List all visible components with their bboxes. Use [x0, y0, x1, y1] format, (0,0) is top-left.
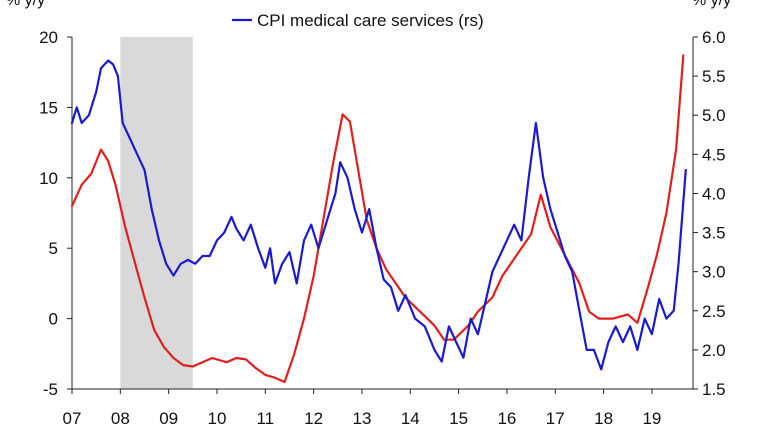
x-axis-tick-label: 17 [546, 409, 565, 428]
x-axis-tick-label: 18 [594, 409, 613, 428]
left-axis-tick-label: 0 [49, 310, 58, 329]
right-axis-tick-label: 4.5 [702, 145, 726, 164]
right-axis-tick-label: 6.0 [702, 28, 726, 47]
left-axis-tick-label: 20 [39, 28, 58, 47]
series-line-cpi-medical-care-services [70, 59, 687, 371]
right-axis-tick-label: 3.0 [702, 263, 726, 282]
recession-shading [120, 37, 193, 389]
x-axis-tick-label: 09 [159, 409, 178, 428]
recession-shading-layer [120, 37, 193, 389]
legend: CPI medical care services (rs) [232, 11, 484, 30]
left-axis-tick-label: 15 [39, 98, 58, 117]
right-axis-tick-label: 1.5 [702, 380, 726, 399]
axes-layer: -5 0 5 10 15 20 1.5 2.0 2.5 3.0 3.5 4.0 4.5 5.0 5.5 6.0… [39, 28, 726, 428]
x-axis-tick-label: 10 [208, 409, 227, 428]
left-axis-tick-label: 5 [49, 239, 58, 258]
x-axis-tick-label: 14 [401, 409, 420, 428]
left-axis-tick-label: 10 [39, 169, 58, 188]
x-axis-tick-label: 12 [304, 409, 323, 428]
left-axis-unit-label: % y/y [6, 0, 45, 9]
x-axis-tick-label: 08 [111, 409, 130, 428]
right-axis-tick-label: 5.5 [702, 67, 726, 86]
right-axis-tick-label: 3.5 [702, 224, 726, 243]
x-axis-tick-label: 11 [256, 409, 274, 428]
x-axis-tick-label: 13 [353, 409, 372, 428]
left-axis-tick-label: -5 [43, 380, 58, 399]
x-axis-tick-label: 15 [449, 409, 468, 428]
series-layer [70, 54, 687, 384]
right-axis-tick-label: 2.0 [702, 341, 726, 360]
x-axis-tick-label: 07 [63, 409, 82, 428]
right-axis-tick-label: 4.0 [702, 184, 726, 203]
right-axis-unit-label: % y/y [692, 0, 731, 9]
right-axis-tick-label: 5.0 [702, 106, 726, 125]
x-axis-tick-label: 16 [497, 409, 516, 428]
series-line-left-axis [70, 54, 685, 384]
x-axis-tick-label: 19 [642, 409, 661, 428]
right-axis-tick-label: 2.5 [702, 302, 726, 321]
legend-label-cpi-medical: CPI medical care services (rs) [257, 11, 484, 30]
